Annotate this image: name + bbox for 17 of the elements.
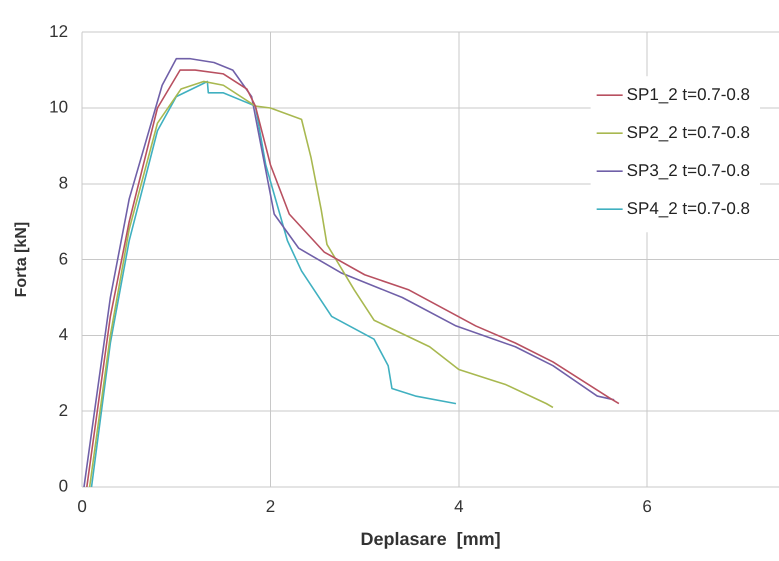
y-tick-label: 6	[58, 249, 68, 268]
x-tick-label: 6	[642, 496, 652, 516]
x-tick-label: 2	[266, 496, 276, 516]
x-tick-label: 0	[77, 496, 87, 516]
legend-label: SP3_2 t=0.7-0.8	[626, 160, 750, 180]
y-tick-label: 2	[58, 400, 68, 420]
y-tick-label: 4	[58, 325, 68, 344]
y-tick-label: 0	[58, 476, 68, 496]
y-tick-label: 10	[49, 98, 68, 117]
legend-label: SP4_2 t=0.7-0.8	[626, 198, 750, 218]
y-tick-label: 8	[58, 173, 68, 192]
y-axis-title: Forta [kN]	[13, 222, 30, 298]
legend-label: SP2_2 t=0.7-0.8	[626, 122, 750, 142]
y-tick-label: 12	[49, 22, 68, 41]
x-tick-label: 4	[454, 496, 464, 516]
legend-label: SP1_2 t=0.7-0.8	[626, 84, 750, 104]
x-axis-title: Deplasare [mm]	[360, 529, 501, 550]
